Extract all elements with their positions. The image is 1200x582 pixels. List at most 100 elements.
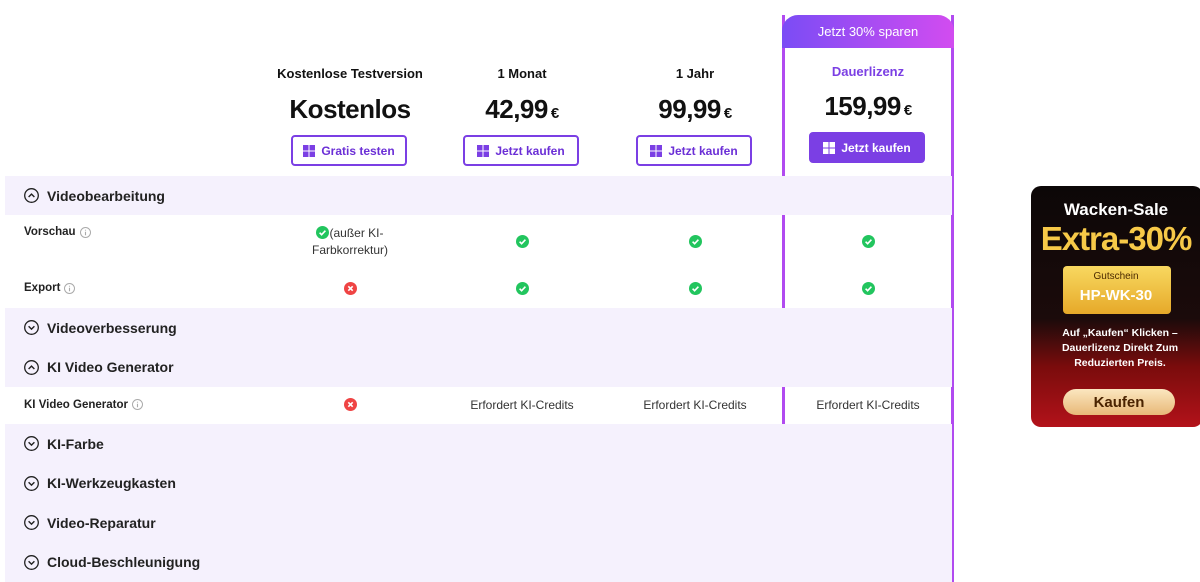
chev-down-icon: [24, 515, 39, 530]
feature-row: Vorschau (außer KI-Farbkorrektur): [5, 215, 952, 270]
win-icon: [823, 141, 836, 154]
feature-cell: [264, 397, 436, 414]
buy-button[interactable]: Gratis testen: [291, 135, 407, 166]
feature-cell: Erfordert KI-Credits: [782, 397, 954, 414]
check-icon: [861, 281, 875, 295]
price-currency: €: [903, 102, 912, 119]
promo-banner[interactable]: Wacken-Sale Extra-30% Gutschein HP-WK-30…: [1031, 186, 1200, 427]
check-icon: [688, 281, 702, 295]
win-icon: [303, 144, 316, 157]
section-title: Videoverbesserung: [47, 319, 177, 336]
plan-price: 42,99 €: [436, 94, 608, 125]
button-label: Jetzt kaufen: [841, 140, 911, 155]
section-header: Videobearbeitung: [24, 176, 165, 215]
feature-name: KI Video Generator: [24, 398, 128, 411]
feature-cell: (außer KI-Farbkorrektur): [295, 225, 405, 259]
buy-button[interactable]: Jetzt kaufen: [463, 135, 579, 166]
feature-cell: [264, 281, 436, 298]
promo-title: Wacken-Sale: [1063, 200, 1169, 219]
section-header: Videoverbesserung: [24, 308, 177, 347]
cross-icon: [343, 398, 357, 411]
feature-cell: [782, 234, 954, 251]
chev-up-icon: [24, 188, 39, 203]
feature-cell: [436, 281, 608, 298]
feature-name: Vorschau: [24, 226, 76, 238]
feature-cell: [609, 234, 781, 251]
feature-name: Export: [24, 282, 61, 294]
check-icon: [515, 235, 529, 248]
button-label: Gratis testen: [321, 143, 395, 158]
feature-label: Vorschau: [24, 226, 91, 238]
button-label: Jetzt kaufen: [668, 143, 738, 158]
feature-row: Export: [5, 270, 952, 308]
plan-badge: Jetzt 30% sparen: [782, 15, 954, 48]
info-icon: [64, 282, 76, 294]
section-row[interactable]: Cloud-Beschleunigung: [5, 542, 952, 582]
section-row[interactable]: KI-Werkzeugkasten: [5, 463, 952, 503]
chev-up-icon: [24, 359, 39, 375]
section-header: KI-Farbe: [24, 424, 104, 463]
price-amount: 99,99: [658, 94, 721, 124]
price-currency: €: [550, 105, 559, 122]
cell-text: (außer KI-Farbkorrektur): [311, 226, 388, 257]
check-icon: [515, 281, 529, 295]
section-row[interactable]: KI-Farbe: [5, 424, 952, 463]
section-row[interactable]: Video-Reparatur: [5, 503, 952, 542]
feature-row: KI Video Generator Erfordert KI-Credits Er…: [5, 387, 952, 424]
plan-price: 99,99 €: [609, 94, 781, 125]
chev-down-icon: [24, 554, 39, 570]
feature-cell: Erfordert KI-Credits: [436, 397, 608, 414]
coupon-box: [1063, 266, 1171, 314]
cross-icon: [343, 281, 357, 295]
chev-down-icon: [24, 475, 39, 491]
buy-button[interactable]: Jetzt kaufen: [636, 135, 752, 166]
chev-down-icon: [24, 320, 39, 335]
section-header: KI-Werkzeugkasten: [24, 463, 176, 503]
cell-text: Erfordert KI-Credits: [643, 398, 747, 412]
section-title: Video-Reparatur: [47, 514, 156, 531]
win-icon: [477, 144, 490, 157]
plan-price: Kostenlos: [264, 94, 436, 125]
section-row[interactable]: Videobearbeitung: [5, 176, 952, 215]
win-icon: [650, 144, 663, 157]
check-icon: [861, 235, 875, 248]
section-title: KI-Werkzeugkasten: [47, 475, 176, 491]
section-title: KI-Farbe: [47, 435, 104, 452]
cell-text: Erfordert KI-Credits: [470, 398, 574, 412]
info-icon: [79, 226, 91, 238]
plan-price: 159,99 €: [782, 91, 954, 122]
check-icon: [316, 226, 330, 239]
section-header: Video-Reparatur: [24, 503, 156, 542]
highlight-frame: [782, 15, 954, 582]
section-title: Videobearbeitung: [47, 187, 165, 204]
plan-name: 1 Monat: [497, 66, 547, 81]
feature-cell: [782, 281, 954, 298]
feature-label: KI Video Generator: [24, 399, 143, 411]
cell-text: Erfordert KI-Credits: [816, 398, 920, 412]
feature-cell: Erfordert KI-Credits: [609, 397, 781, 414]
promo-button[interactable]: Kaufen: [1063, 389, 1175, 415]
section-header: Cloud-Beschleunigung: [24, 542, 200, 582]
check-icon: [688, 235, 702, 248]
section-title: Cloud-Beschleunigung: [47, 554, 201, 570]
button-label: Jetzt kaufen: [495, 143, 565, 158]
feature-label: Export: [24, 282, 76, 294]
coupon-label: Gutschein: [1093, 271, 1139, 282]
promo-headline: Extra-30%: [1040, 220, 1193, 257]
info-icon: [131, 399, 143, 410]
feature-cell: [436, 234, 608, 251]
section-header: KI Video Generator: [24, 347, 174, 387]
plan-name: Kostenlose Testversion: [277, 66, 423, 81]
buy-button[interactable]: Jetzt kaufen: [809, 132, 925, 163]
promo-text: Auf „Kaufen“ Klicken – Dauerlizenz Direk…: [1061, 327, 1179, 369]
price-currency: €: [723, 105, 732, 122]
chev-down-icon: [24, 436, 39, 451]
price-amount: Kostenlos: [289, 94, 411, 124]
section-row[interactable]: KI Video Generator: [5, 347, 952, 387]
coupon-code: HP-WK-30: [1079, 287, 1153, 304]
feature-cell: [609, 281, 781, 298]
plan-name: Dauerlizenz: [831, 64, 905, 79]
section-row[interactable]: Videoverbesserung: [5, 308, 952, 347]
plan-name: 1 Jahr: [675, 66, 715, 81]
